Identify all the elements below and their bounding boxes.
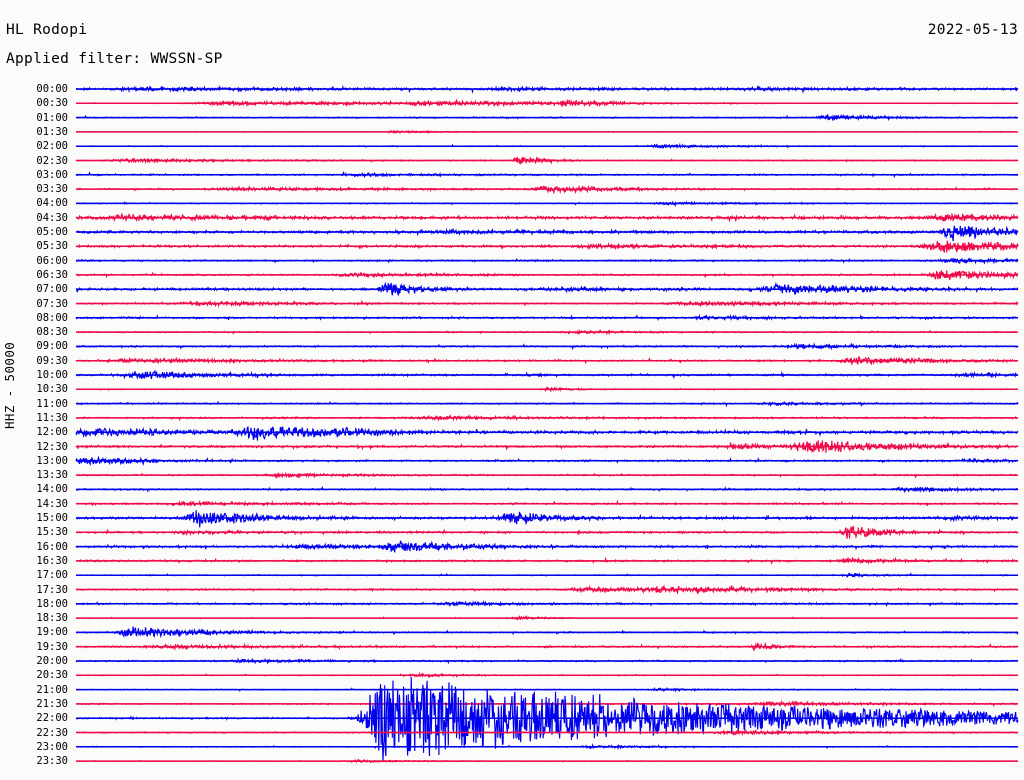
time-label-1500: 15:00 <box>36 512 68 524</box>
time-label-2000: 20:00 <box>36 655 68 667</box>
time-label-2030: 20:30 <box>36 669 68 682</box>
time-label-1730: 17:30 <box>36 583 68 596</box>
time-label-1400: 14:00 <box>36 483 68 496</box>
time-label-0630: 06:30 <box>36 268 68 281</box>
trace-line <box>75 510 1019 528</box>
time-label-2130: 21:30 <box>36 697 68 710</box>
station-title: HL Rodopi <box>6 22 88 38</box>
time-label-0900: 09:00 <box>36 340 68 353</box>
time-label-1130: 11:30 <box>36 411 68 424</box>
time-label-0100: 01:00 <box>36 111 68 124</box>
time-label-1800: 18:00 <box>36 597 68 610</box>
time-label-1930: 19:30 <box>36 640 68 653</box>
time-label-1100: 11:00 <box>36 397 68 410</box>
time-label-1200: 12:00 <box>36 426 68 439</box>
time-label-1830: 18:30 <box>36 612 68 625</box>
seismogram-traces <box>75 84 1019 764</box>
time-label-0400: 04:00 <box>36 197 68 210</box>
trace-line <box>75 225 1019 242</box>
time-label-0430: 04:30 <box>36 211 68 224</box>
time-label-0500: 05:00 <box>36 226 68 238</box>
time-label-0600: 06:00 <box>36 254 68 267</box>
time-label-1630: 16:30 <box>36 554 68 567</box>
time-label-1330: 13:30 <box>36 469 68 482</box>
time-label-1430: 14:30 <box>36 497 68 510</box>
time-label-1530: 15:30 <box>36 526 68 539</box>
time-label-0700: 07:00 <box>36 283 68 296</box>
time-label-0730: 07:30 <box>36 297 68 310</box>
applied-filter-label: Applied filter: WWSSN-SP <box>6 51 223 67</box>
time-label-1230: 12:30 <box>36 440 68 453</box>
time-label-2330: 23:30 <box>36 755 68 768</box>
time-label-0330: 03:30 <box>36 183 68 196</box>
time-label-0230: 02:30 <box>36 154 68 167</box>
time-label-0300: 03:00 <box>36 168 68 181</box>
trace-line <box>75 426 1019 441</box>
time-label-0530: 05:30 <box>36 240 68 253</box>
time-label-0000: 00:00 <box>36 83 68 95</box>
time-label-2300: 23:00 <box>36 740 68 753</box>
trace-line <box>75 626 1019 639</box>
time-label-1600: 16:00 <box>36 540 68 553</box>
time-label-0930: 09:30 <box>36 354 68 367</box>
time-label-2200: 22:00 <box>36 712 68 725</box>
time-label-1000: 10:00 <box>36 369 68 381</box>
time-label-1900: 19:00 <box>36 626 68 639</box>
time-label-0830: 08:30 <box>36 326 68 339</box>
time-label-1030: 10:30 <box>36 383 68 396</box>
time-label-2100: 21:00 <box>36 683 68 696</box>
time-label-1300: 13:00 <box>36 454 68 467</box>
seismogram-plot-area: 00:00 00:30 01:00 01:30 02:00 02:30 03:00 03:30… <box>0 78 1024 778</box>
time-label-0030: 00:30 <box>36 97 68 110</box>
time-label-2230: 22:30 <box>36 726 68 739</box>
time-label-0200: 02:00 <box>36 140 68 153</box>
time-label-0800: 08:00 <box>36 311 68 324</box>
record-date: 2022-05-13 <box>927 22 1018 38</box>
time-label-0130: 01:30 <box>36 125 68 138</box>
time-label-1700: 17:00 <box>36 569 68 582</box>
